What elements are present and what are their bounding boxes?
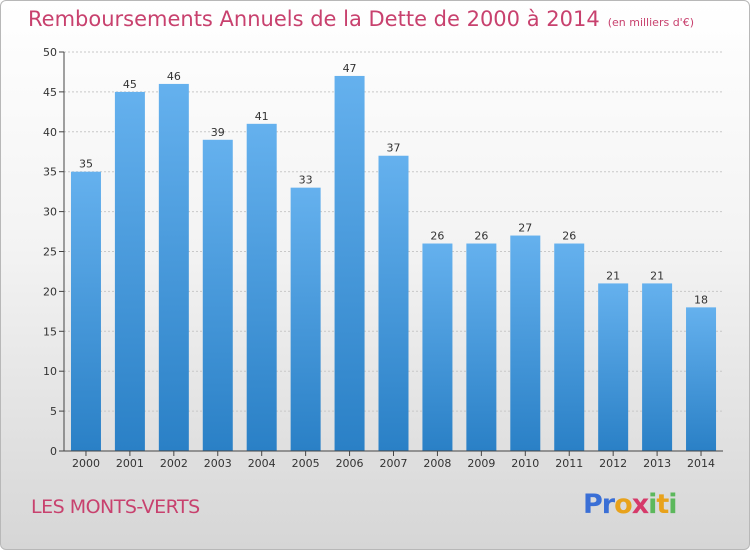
logo-letter: i [668,489,677,520]
title-text: Remboursements Annuels de la Dette de 20… [28,7,600,31]
data-label: 27 [518,222,532,235]
y-tick-label: 40 [43,126,57,139]
bar [466,243,497,451]
bar [158,83,189,452]
bar [642,283,673,451]
x-tick-label: 2010 [511,457,539,470]
data-label: 47 [343,62,357,75]
chart-title: Remboursements Annuels de la Dette de 20… [28,7,694,31]
x-tick-label: 2000 [72,457,100,470]
x-tick-label: 2011 [555,457,583,470]
bar [334,75,365,451]
x-tick-label: 2012 [599,457,627,470]
x-tick-label: 2006 [336,457,364,470]
x-tick-label: 2009 [467,457,495,470]
y-tick-label: 20 [43,285,57,298]
x-tick-label: 2013 [643,457,671,470]
x-tick-label: 2004 [248,457,276,470]
x-tick-label: 2014 [687,457,715,470]
bar [510,235,541,451]
bar [422,243,453,451]
y-tick-label: 0 [50,445,57,458]
y-tick-label: 5 [50,405,57,418]
data-label: 35 [79,158,93,171]
bar [378,155,409,452]
x-tick-label: 2007 [380,457,408,470]
bar [686,307,717,451]
bar [598,283,629,451]
bar [202,139,233,451]
y-tick-label: 15 [43,325,57,338]
proxiti-logo: Proxiti [583,489,678,520]
data-label: 26 [474,230,488,243]
x-tick-label: 2001 [116,457,144,470]
logo-letter: t [656,489,669,520]
y-tick-label: 35 [43,166,57,179]
data-label: 39 [211,126,225,139]
logo-letter: x [631,489,649,520]
title-unit: (en milliers d'€) [607,16,694,29]
data-label: 18 [694,293,708,306]
bar [554,243,585,451]
bar [70,171,101,451]
data-label: 26 [562,230,576,243]
x-tick-label: 2003 [204,457,232,470]
data-label: 26 [430,230,444,243]
data-label: 21 [606,269,620,282]
data-label: 46 [167,70,181,83]
logo-letter: r [601,489,615,520]
data-label: 41 [255,110,269,123]
data-label: 37 [387,142,401,155]
y-tick-label: 45 [43,86,57,99]
data-label: 45 [123,78,137,91]
bar [290,187,321,451]
y-tick-label: 10 [43,365,57,378]
y-tick-label: 25 [43,246,57,259]
x-tick-label: 2002 [160,457,188,470]
bar [246,123,277,451]
commune-name: LES MONTS-VERTS [31,496,200,518]
data-label: 33 [299,174,313,187]
y-tick-label: 30 [43,206,57,219]
bar [114,91,145,452]
x-tick-label: 2005 [292,457,320,470]
data-label: 21 [650,269,664,282]
y-tick-label: 50 [43,46,57,59]
logo-letter: o [614,489,633,520]
logo-letter: i [648,489,657,520]
logo-letter: P [583,489,603,520]
x-tick-label: 2008 [423,457,451,470]
